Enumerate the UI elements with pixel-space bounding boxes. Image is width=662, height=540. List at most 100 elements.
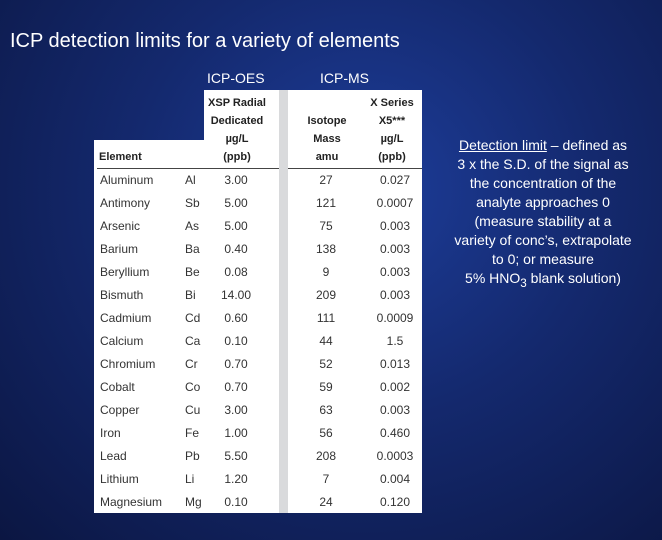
element-name: Chromium (100, 357, 156, 371)
header-isotope-line2: Mass (313, 133, 341, 145)
header-xs-line2: X5*** (378, 115, 406, 127)
element-name: Bismuth (100, 288, 144, 302)
isotope-mass: 59 (319, 380, 333, 394)
isotope-mass: 9 (322, 265, 330, 279)
oes-detection-limit: 0.70 (224, 380, 248, 394)
oes-detection-limit: 5.00 (224, 196, 248, 210)
oes-detection-limit: 1.00 (224, 426, 248, 440)
element-name: Copper (100, 403, 140, 417)
ms-detection-limit: 0.003 (379, 403, 411, 417)
oes-detection-limit: 0.08 (224, 265, 248, 279)
header-xs-line4: (ppb) (378, 151, 406, 163)
oes-detection-limit: 14.00 (220, 288, 252, 302)
ms-detection-limit: 0.002 (379, 380, 411, 394)
note-line8-end: blank solution) (526, 270, 621, 286)
oes-detection-limit: 0.70 (224, 357, 248, 371)
element-symbol: Mg (185, 495, 202, 509)
isotope-mass: 63 (319, 403, 333, 417)
isotope-mass: 52 (319, 357, 333, 371)
isotope-mass: 138 (315, 242, 337, 256)
header-oes-line2: Dedicated (210, 115, 264, 127)
element-symbol: Co (185, 380, 201, 394)
element-name: Magnesium (100, 495, 163, 509)
element-symbol: Li (185, 472, 195, 486)
note-line8-sub: 3 (520, 276, 527, 290)
ms-detection-limit: 0.460 (379, 426, 411, 440)
element-name: Cadmium (100, 311, 152, 325)
header-oes-line1: XSP Radial (208, 97, 266, 109)
header-oes: XSP Radial Dedicated µg/L (ppb) (204, 94, 270, 166)
note-line8-start: 5% HNO (465, 270, 521, 286)
header-divider (204, 168, 279, 169)
element-name: Aluminum (100, 173, 154, 187)
ms-detection-limit: 0.003 (379, 242, 411, 256)
header-oes-line3: µg/L (225, 133, 249, 145)
element-name: Barium (100, 242, 139, 256)
isotope-mass: 75 (319, 219, 333, 233)
note-line3: the concentration of the (469, 175, 617, 191)
note-line5: (measure stability at a (474, 213, 612, 229)
header-divider (288, 168, 422, 169)
oes-detection-limit: 0.40 (224, 242, 248, 256)
isotope-mass: 121 (315, 196, 337, 210)
element-name: Calcium (100, 334, 144, 348)
element-symbol: Cu (185, 403, 201, 417)
isotope-mass: 27 (319, 173, 333, 187)
header-isotope-mass: Isotope Mass amu (292, 112, 362, 166)
header-isotope-line3: amu (315, 151, 339, 163)
icp-oes-label: ICP-OES (207, 70, 265, 86)
column-gap (279, 90, 288, 513)
isotope-mass: 44 (319, 334, 333, 348)
element-symbol: Bi (185, 288, 196, 302)
element-name: Cobalt (100, 380, 135, 394)
isotope-mass: 111 (316, 311, 336, 325)
element-symbol: As (185, 219, 200, 233)
ms-detection-limit: 0.0009 (376, 311, 414, 325)
header-oes-line4: (ppb) (223, 151, 251, 163)
ms-detection-limit: 0.004 (379, 472, 411, 486)
element-symbol: Sb (185, 196, 200, 210)
element-symbol: Al (185, 173, 196, 187)
oes-detection-limit: 3.00 (224, 403, 248, 417)
oes-detection-limit: 3.00 (224, 173, 248, 187)
oes-detection-limit: 5.50 (224, 449, 248, 463)
ms-detection-limit: 0.0007 (376, 196, 414, 210)
element-name: Iron (100, 426, 121, 440)
element-symbol: Be (185, 265, 200, 279)
ms-detection-limit: 0.003 (379, 219, 411, 233)
header-element: Element (99, 151, 142, 163)
isotope-mass: 24 (319, 495, 333, 509)
header-isotope-line1: Isotope (307, 115, 347, 127)
isotope-mass: 209 (315, 288, 337, 302)
oes-detection-limit: 0.10 (224, 334, 248, 348)
element-symbol: Fe (185, 426, 200, 440)
detection-limit-note: Detection limit – defined as 3 x the S.D… (436, 136, 650, 293)
isotope-mass: 7 (322, 472, 330, 486)
element-name: Beryllium (100, 265, 150, 279)
isotope-mass: 56 (319, 426, 333, 440)
header-xs-line3: µg/L (380, 133, 404, 145)
note-line7: to 0; or measure (492, 251, 594, 267)
ms-detection-limit: 0.003 (379, 288, 411, 302)
header-xs-line1: X Series (370, 97, 414, 109)
ms-detection-limit: 0.013 (379, 357, 411, 371)
note-line6: variety of conc’s, extrapolate (454, 232, 632, 248)
note-term: Detection limit (458, 137, 547, 153)
oes-detection-limit: 5.00 (224, 219, 248, 233)
element-symbol: Ba (185, 242, 200, 256)
table-ms-panel (288, 90, 422, 513)
element-symbol: Ca (185, 334, 201, 348)
table-oes-panel (204, 90, 279, 513)
element-name: Lead (100, 449, 127, 463)
ms-detection-limit: 0.120 (379, 495, 411, 509)
oes-detection-limit: 1.20 (224, 472, 248, 486)
oes-detection-limit: 0.60 (224, 311, 248, 325)
ms-detection-limit: 0.0003 (376, 449, 414, 463)
element-name: Lithium (100, 472, 139, 486)
icp-ms-label: ICP-MS (320, 70, 369, 86)
element-symbol: Cd (185, 311, 201, 325)
note-line1-rest: – defined as (546, 137, 628, 153)
ms-detection-limit: 0.027 (379, 173, 411, 187)
element-name: Antimony (100, 196, 151, 210)
ms-detection-limit: 1.5 (386, 334, 404, 348)
